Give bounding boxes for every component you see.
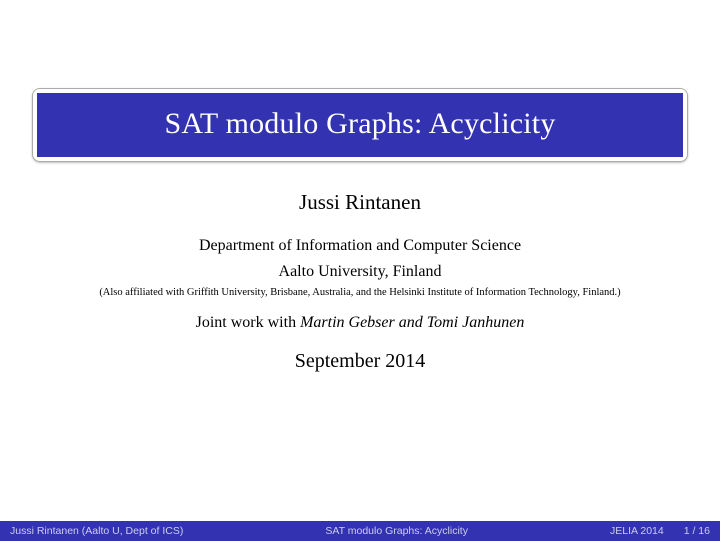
slide-title: SAT modulo Graphs: Acyclicity: [37, 93, 683, 157]
footer-venue: JELIA 2014: [600, 525, 674, 537]
slide-content: Jussi Rintanen Department of Information…: [0, 190, 720, 373]
title-band-border: SAT modulo Graphs: Acyclicity: [33, 89, 687, 161]
joint-work-prefix: Joint work with: [196, 314, 300, 331]
affiliation-note: (Also affiliated with Griffith Universit…: [30, 286, 690, 300]
presentation-date: September 2014: [0, 350, 720, 373]
department-line-1: Department of Information and Computer S…: [0, 235, 720, 257]
joint-work-line: Joint work with Martin Gebser and Tomi J…: [0, 314, 720, 332]
slide-footer: Jussi Rintanen (Aalto U, Dept of ICS) SA…: [0, 521, 720, 541]
footer-author: Jussi Rintanen (Aalto U, Dept of ICS): [0, 525, 193, 537]
title-block: SAT modulo Graphs: Acyclicity: [32, 88, 688, 162]
footer-title: SAT modulo Graphs: Acyclicity: [193, 525, 600, 537]
footer-page: 1 / 16: [674, 525, 720, 537]
department-line-2: Aalto University, Finland: [0, 261, 720, 283]
slide-page: SAT modulo Graphs: Acyclicity Jussi Rint…: [0, 0, 720, 541]
author-name: Jussi Rintanen: [0, 190, 720, 215]
joint-work-names: Martin Gebser and Tomi Janhunen: [300, 314, 524, 331]
